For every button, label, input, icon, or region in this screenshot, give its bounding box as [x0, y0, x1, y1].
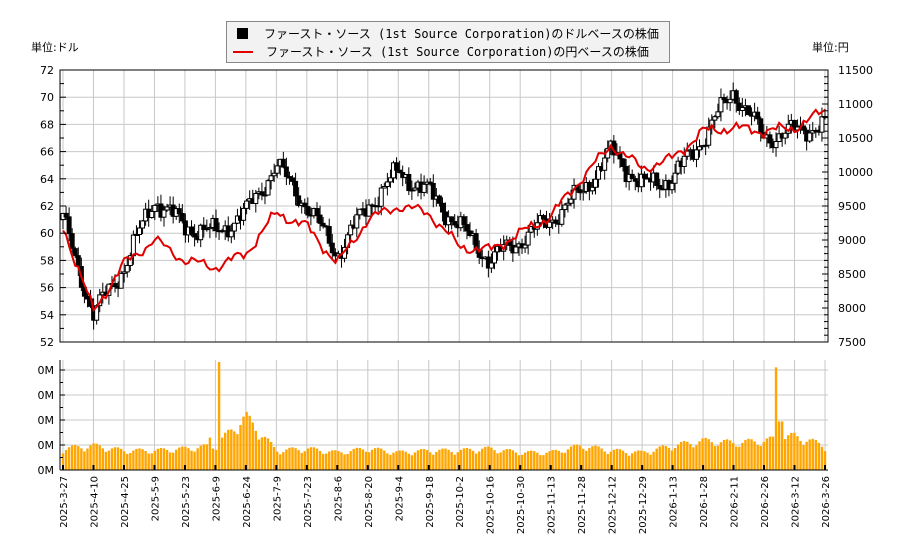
- svg-text:0M: 0M: [38, 439, 55, 452]
- svg-text:2025-9-4: 2025-9-4: [394, 476, 405, 521]
- svg-text:72: 72: [40, 64, 54, 77]
- axes-frames: [59, 69, 829, 471]
- svg-text:54: 54: [40, 309, 54, 322]
- svg-text:8000: 8000: [838, 302, 866, 315]
- svg-text:2025-8-6: 2025-8-6: [333, 476, 344, 521]
- svg-text:2025-4-25: 2025-4-25: [120, 476, 131, 528]
- legend-item-jpy: ファースト・ソース (1st Source Corporation)の円ベースの…: [233, 43, 649, 61]
- svg-text:70: 70: [40, 91, 54, 104]
- svg-text:2025-9-18: 2025-9-18: [425, 476, 436, 528]
- svg-text:62: 62: [40, 200, 54, 213]
- svg-text:2025-12-29: 2025-12-29: [638, 476, 649, 534]
- svg-text:2025-8-20: 2025-8-20: [364, 476, 375, 528]
- svg-text:2025-10-30: 2025-10-30: [516, 476, 527, 534]
- svg-text:2026-1-13: 2026-1-13: [669, 476, 680, 528]
- svg-text:0M: 0M: [38, 364, 55, 377]
- legend: ファースト・ソース (1st Source Corporation)のドルベース…: [226, 21, 670, 63]
- svg-text:0M: 0M: [38, 414, 55, 427]
- svg-text:2025-11-13: 2025-11-13: [547, 476, 558, 534]
- svg-text:2026-3-12: 2026-3-12: [791, 476, 802, 528]
- left-unit-label: 単位:ドル: [31, 41, 79, 54]
- svg-text:0M: 0M: [38, 389, 55, 402]
- svg-text:2026-1-28: 2026-1-28: [699, 476, 710, 528]
- svg-text:2025-4-10: 2025-4-10: [89, 476, 100, 528]
- svg-text:2025-10-16: 2025-10-16: [486, 476, 497, 534]
- svg-text:10000: 10000: [838, 166, 873, 179]
- svg-text:2025-5-9: 2025-5-9: [150, 476, 161, 521]
- svg-text:0M: 0M: [38, 464, 55, 477]
- svg-text:7500: 7500: [838, 336, 866, 349]
- usd-candlesticks: [60, 82, 828, 330]
- svg-text:60: 60: [40, 227, 54, 240]
- svg-text:68: 68: [40, 118, 54, 131]
- svg-text:2025-5-23: 2025-5-23: [181, 476, 192, 528]
- svg-text:2025-6-24: 2025-6-24: [242, 476, 253, 528]
- right-unit-label: 単位:円: [812, 41, 849, 54]
- red-line-icon: [233, 50, 253, 53]
- svg-text:10500: 10500: [838, 132, 873, 145]
- svg-text:8500: 8500: [838, 268, 866, 281]
- svg-text:2025-7-23: 2025-7-23: [303, 476, 314, 528]
- svg-text:2025-11-28: 2025-11-28: [577, 476, 588, 534]
- axis-tick-labels: 52 54 56 58 60 62 64 66 68 70 72 7500 8000 8500 9000 95…: [38, 64, 874, 534]
- svg-text:9500: 9500: [838, 200, 866, 213]
- svg-text:58: 58: [40, 254, 54, 267]
- svg-text:66: 66: [40, 146, 54, 159]
- svg-text:2025-6-9: 2025-6-9: [211, 476, 222, 521]
- svg-text:64: 64: [40, 173, 54, 186]
- svg-text:9000: 9000: [838, 234, 866, 247]
- black-square-icon: [237, 28, 248, 39]
- jpy-price-line: [62, 108, 826, 313]
- svg-text:2025-10-2: 2025-10-2: [455, 476, 466, 528]
- volume-bars: [61, 362, 827, 470]
- svg-text:2025-12-12: 2025-12-12: [608, 476, 619, 534]
- svg-text:56: 56: [40, 282, 54, 295]
- svg-text:2026-2-26: 2026-2-26: [760, 476, 771, 528]
- legend-item-usd: ファースト・ソース (1st Source Corporation)のドルベース…: [233, 25, 659, 43]
- svg-text:2026-3-26: 2026-3-26: [821, 476, 832, 528]
- svg-text:11000: 11000: [838, 98, 873, 111]
- svg-text:11500: 11500: [838, 64, 873, 77]
- svg-text:2025-7-9: 2025-7-9: [272, 476, 283, 521]
- svg-text:52: 52: [40, 336, 54, 349]
- svg-text:2026-2-11: 2026-2-11: [730, 476, 741, 528]
- svg-text:2025-3-27: 2025-3-27: [59, 476, 70, 528]
